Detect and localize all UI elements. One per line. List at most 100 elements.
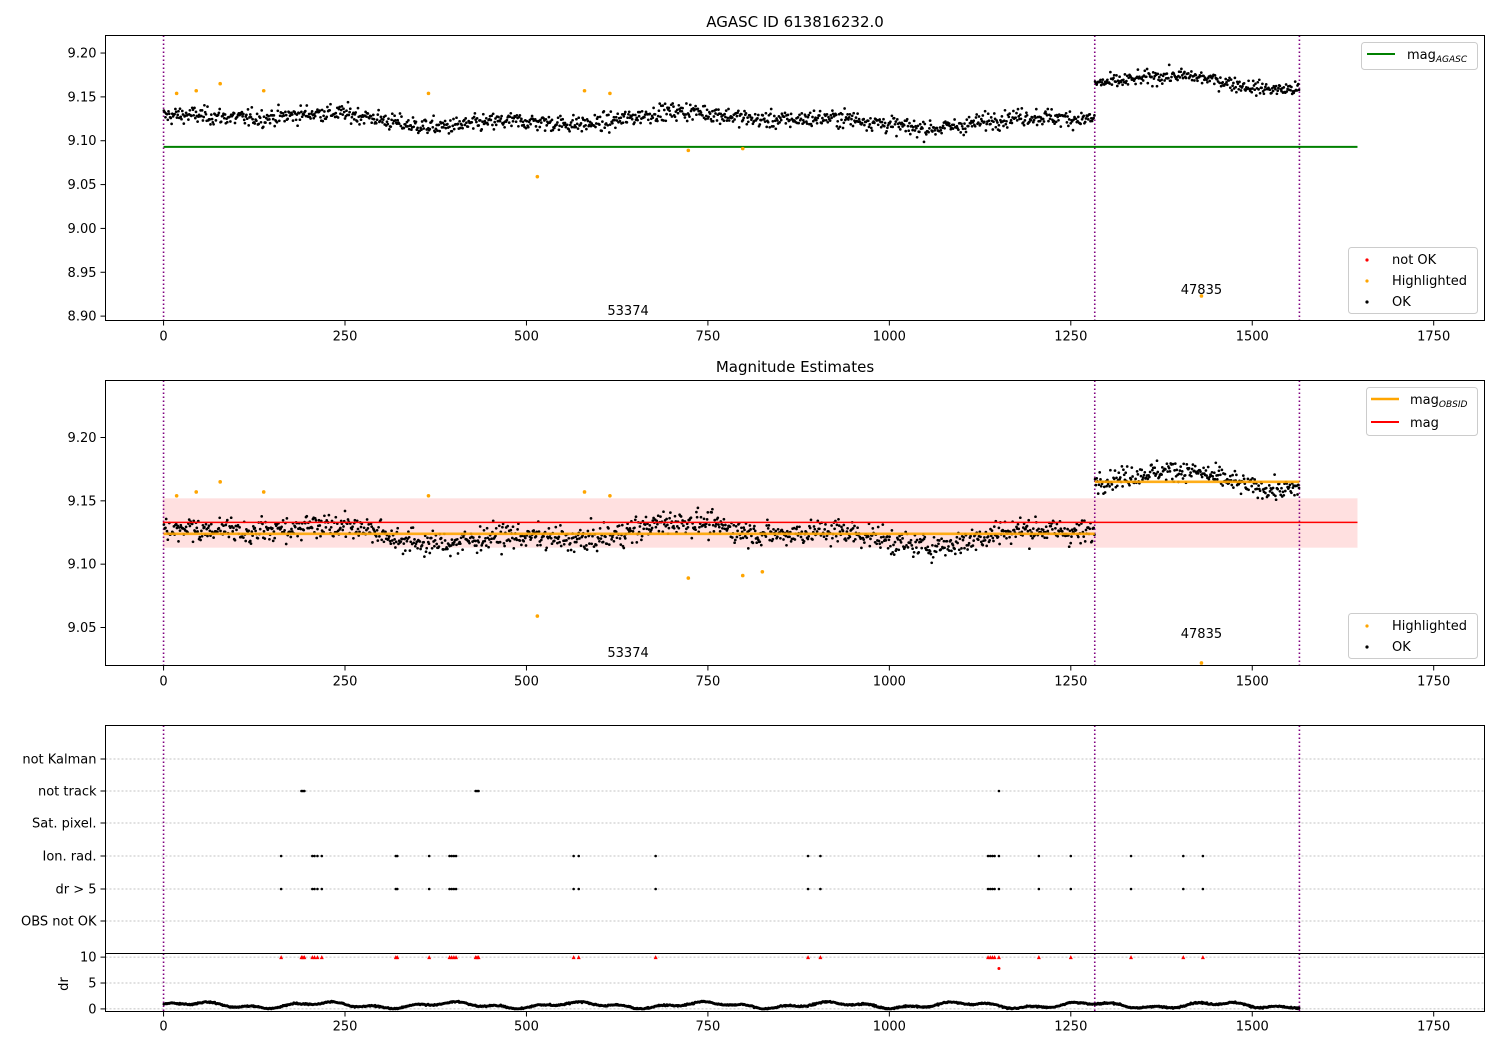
ok-point <box>938 126 942 129</box>
x-tick-label: 0 <box>159 330 167 345</box>
ok-point <box>659 115 662 119</box>
ok-point <box>711 507 714 511</box>
x-tick-label: 750 <box>695 330 720 345</box>
ok-point <box>611 121 614 125</box>
legend-marker-highlighted <box>1365 279 1369 283</box>
ok-point <box>1035 123 1039 127</box>
panel-magnitude-obs-boundaries <box>162 380 1301 666</box>
ok-point <box>1028 120 1031 124</box>
dr-clipped-marker <box>1129 955 1134 960</box>
ok-point <box>1017 115 1021 118</box>
ok-point <box>578 528 582 532</box>
ok-point <box>437 545 441 548</box>
flag-point <box>279 887 283 891</box>
ok-point <box>886 546 890 550</box>
ok-point <box>820 121 824 125</box>
ok-point <box>772 527 775 531</box>
ok-point <box>1139 81 1143 85</box>
ok-point <box>879 546 882 549</box>
legend-agasc-upper: magAGASC <box>1361 42 1478 70</box>
ok-point <box>915 135 919 139</box>
ok-point <box>228 115 231 119</box>
ok-point <box>1276 89 1280 93</box>
ok-point <box>615 536 619 540</box>
ok-point <box>886 535 889 538</box>
ok-point <box>895 547 898 551</box>
ok-point <box>1008 112 1011 115</box>
ok-point <box>257 122 261 126</box>
ok-point <box>588 542 591 545</box>
ok-point <box>1242 477 1246 481</box>
ok-point <box>930 561 934 565</box>
ok-point <box>1221 484 1225 487</box>
ok-point <box>327 513 331 517</box>
ok-point <box>391 122 395 125</box>
ok-point <box>1009 118 1013 122</box>
ok-point <box>992 120 995 124</box>
ok-point <box>1099 83 1103 87</box>
ok-point <box>1018 516 1022 520</box>
ok-point <box>1123 73 1127 76</box>
ok-point <box>951 127 955 130</box>
panel-magnitude-lines <box>162 480 1358 536</box>
ok-point <box>392 541 396 545</box>
ok-point <box>705 108 709 112</box>
ok-point <box>1282 86 1286 89</box>
ok-point <box>649 121 652 125</box>
ok-point <box>381 529 385 532</box>
ok-point <box>1037 527 1040 531</box>
ok-point <box>579 544 583 548</box>
ok-point <box>332 534 335 538</box>
ok-point <box>871 527 875 530</box>
ok-point <box>446 122 449 126</box>
ok-point <box>797 121 801 125</box>
ok-point <box>731 120 735 123</box>
ok-point <box>557 128 561 132</box>
ok-point <box>868 544 872 548</box>
ok-point <box>342 525 345 528</box>
ok-point <box>736 529 739 533</box>
ok-point <box>441 121 445 125</box>
ok-point <box>642 527 646 531</box>
ok-point <box>247 529 251 533</box>
ok-point <box>743 109 746 113</box>
ok-point <box>1118 476 1122 479</box>
ok-point <box>271 539 275 543</box>
ok-point <box>895 134 898 138</box>
ok-point <box>935 126 939 130</box>
ok-point <box>996 535 1000 539</box>
annotation-obsid: 47835 <box>1181 627 1222 642</box>
ok-point <box>346 100 350 104</box>
flag-point <box>993 887 996 891</box>
ok-point <box>1148 470 1152 474</box>
ok-point <box>267 114 270 118</box>
ok-point <box>912 119 916 123</box>
ok-point <box>711 523 715 527</box>
ok-point <box>1074 117 1078 121</box>
ok-point <box>167 110 170 113</box>
ok-point <box>679 515 683 518</box>
ok-point <box>167 112 171 116</box>
ok-point <box>653 113 657 116</box>
ok-point <box>1034 515 1037 519</box>
ok-point <box>320 108 324 112</box>
ok-point <box>650 526 654 530</box>
ok-point <box>955 124 959 128</box>
ok-point <box>1293 493 1296 497</box>
ok-point <box>665 112 668 116</box>
x-tick-label: 1750 <box>1417 1020 1450 1035</box>
ok-point <box>340 105 344 108</box>
ok-point <box>438 129 442 133</box>
ok-point <box>681 106 684 110</box>
ok-point <box>627 110 631 114</box>
ok-point <box>458 542 462 546</box>
legend-box <box>1361 42 1478 70</box>
ok-point <box>1283 489 1287 493</box>
ok-point <box>756 536 759 539</box>
ok-point <box>951 543 955 547</box>
ok-point <box>507 121 511 124</box>
ok-point <box>321 119 325 123</box>
ok-point <box>1012 109 1015 113</box>
